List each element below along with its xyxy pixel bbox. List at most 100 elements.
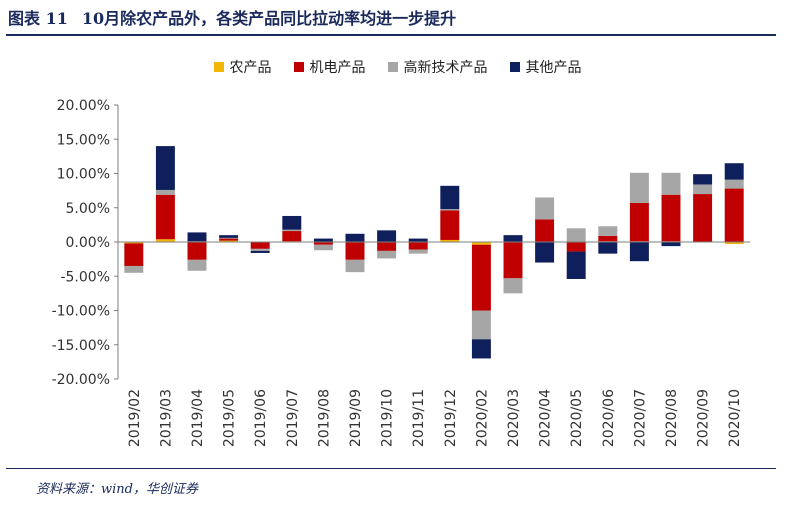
y-tick-label: -15.00% — [52, 338, 110, 354]
bar-hitech — [629, 172, 649, 203]
bar-mech — [187, 242, 207, 260]
figure-title: 图表 11 10月除农产品外，各类产品同比拉动率均进一步提升 — [8, 5, 456, 29]
x-tick-label: 2019/10 — [380, 389, 396, 447]
legend-item-agri: 农产品 — [213, 57, 272, 77]
bar-other — [313, 238, 333, 242]
y-tick-label: -10.00% — [52, 304, 110, 320]
bar-other — [250, 250, 270, 253]
stacked-bar-chart: 20.00% 15.00% 10.00% 5.00% 0.00% -5.00% -10.00… — [52, 98, 750, 447]
x-tick-label: 2019/12 — [443, 389, 459, 447]
bar-hitech — [377, 250, 397, 259]
source-divider — [6, 468, 776, 469]
bar-mech — [124, 243, 144, 266]
bar-mech — [598, 235, 618, 242]
bar-hitech — [219, 237, 239, 239]
x-tick-label: 2020/03 — [506, 389, 522, 447]
legend-swatch-hitech — [387, 62, 398, 72]
legend-label-other: 其他产品 — [525, 60, 582, 76]
legend-label-agri: 农产品 — [229, 60, 272, 76]
legend-label-mech: 机电产品 — [309, 60, 366, 76]
bar-hitech — [535, 197, 555, 220]
bar-hitech — [471, 310, 491, 340]
y-tick-label: 5.00% — [66, 201, 110, 217]
bar-mech — [566, 242, 586, 252]
bar-other — [598, 242, 618, 254]
bar-other — [345, 233, 365, 242]
y-tick-label: 15.00% — [57, 132, 110, 148]
bar-other — [724, 163, 744, 180]
bar-mech — [219, 238, 239, 241]
x-tick-label: 2020/04 — [538, 389, 554, 447]
bar-mech — [661, 194, 681, 242]
bar-mech — [377, 242, 397, 251]
x-tick-label: 2019/09 — [348, 389, 364, 447]
bar-hitech — [503, 278, 523, 294]
bar-mech — [345, 242, 365, 260]
x-tick-label: 2019/04 — [190, 389, 206, 447]
bar-hitech — [282, 229, 302, 232]
bar-other — [693, 174, 713, 185]
bar-mech — [313, 242, 333, 245]
bar-other — [566, 251, 586, 279]
y-tick-label: 0.00% — [66, 235, 110, 251]
source-note: 资料来源：wind，华创证券 — [36, 482, 198, 497]
bar-other — [503, 235, 523, 242]
x-tick-label: 2019/06 — [253, 389, 269, 447]
bar-other — [661, 242, 681, 247]
bar-other — [155, 146, 175, 190]
bar-mech — [535, 219, 555, 242]
legend-swatch-mech — [293, 62, 304, 72]
x-tick-label: 2020/09 — [696, 389, 712, 447]
bar-other — [408, 238, 428, 242]
x-tick-label: 2020/10 — [727, 389, 743, 447]
bar-mech — [440, 210, 460, 240]
bar-agri — [724, 242, 744, 245]
figure-label: 图表 11 — [8, 9, 68, 28]
bar-other — [471, 339, 491, 359]
y-tick-label: 10.00% — [57, 167, 110, 183]
bar-hitech — [124, 265, 144, 273]
bar-hitech — [566, 228, 586, 242]
legend-label-hitech: 高新技术产品 — [403, 60, 488, 76]
bar-hitech — [440, 209, 460, 211]
bar-hitech — [598, 226, 618, 236]
bar-agri — [440, 239, 460, 242]
bar-other — [187, 232, 207, 242]
legend-swatch-agri — [213, 62, 224, 72]
bar-mech — [282, 231, 302, 242]
bar-hitech — [693, 184, 713, 195]
bar-mech — [724, 188, 744, 242]
bar-mech — [693, 194, 713, 242]
bar-other — [282, 215, 302, 230]
legend-item-hitech: 高新技术产品 — [387, 57, 488, 77]
bar-agri — [219, 240, 239, 242]
bar-hitech — [187, 259, 207, 271]
legend-item-mech: 机电产品 — [293, 57, 366, 77]
x-tick-label: 2019/05 — [222, 389, 238, 447]
y-tick-label: -5.00% — [60, 269, 110, 285]
bar-mech — [503, 242, 523, 279]
x-tick-label: 2020/02 — [474, 389, 490, 447]
bar-hitech — [313, 244, 333, 251]
x-tick-label: 2019/11 — [411, 389, 427, 447]
bar-mech — [250, 242, 270, 249]
x-tick-label: 2019/07 — [285, 389, 301, 447]
bar-hitech — [345, 259, 365, 273]
bar-hitech — [155, 189, 175, 195]
bar-hitech — [661, 172, 681, 195]
bar-hitech — [250, 248, 270, 251]
chart-legend: 农产品 机电产品 高新技术产品 其他产品 — [0, 57, 795, 77]
title-divider — [6, 34, 776, 36]
bar-other — [440, 185, 460, 210]
bar-other — [219, 235, 239, 238]
x-tick-label: 2020/05 — [569, 389, 585, 447]
bar-agri — [124, 242, 144, 244]
x-tick-label: 2020/07 — [632, 389, 648, 447]
x-tick-label: 2019/02 — [127, 389, 143, 447]
x-tick-label: 2019/03 — [158, 389, 174, 447]
bar-agri — [155, 239, 175, 242]
figure-caption: 10月除农产品外，各类产品同比拉动率均进一步提升 — [81, 9, 457, 28]
bar-mech — [155, 194, 175, 240]
x-tick-label: 2019/08 — [316, 389, 332, 447]
x-tick-label: 2020/08 — [664, 389, 680, 447]
